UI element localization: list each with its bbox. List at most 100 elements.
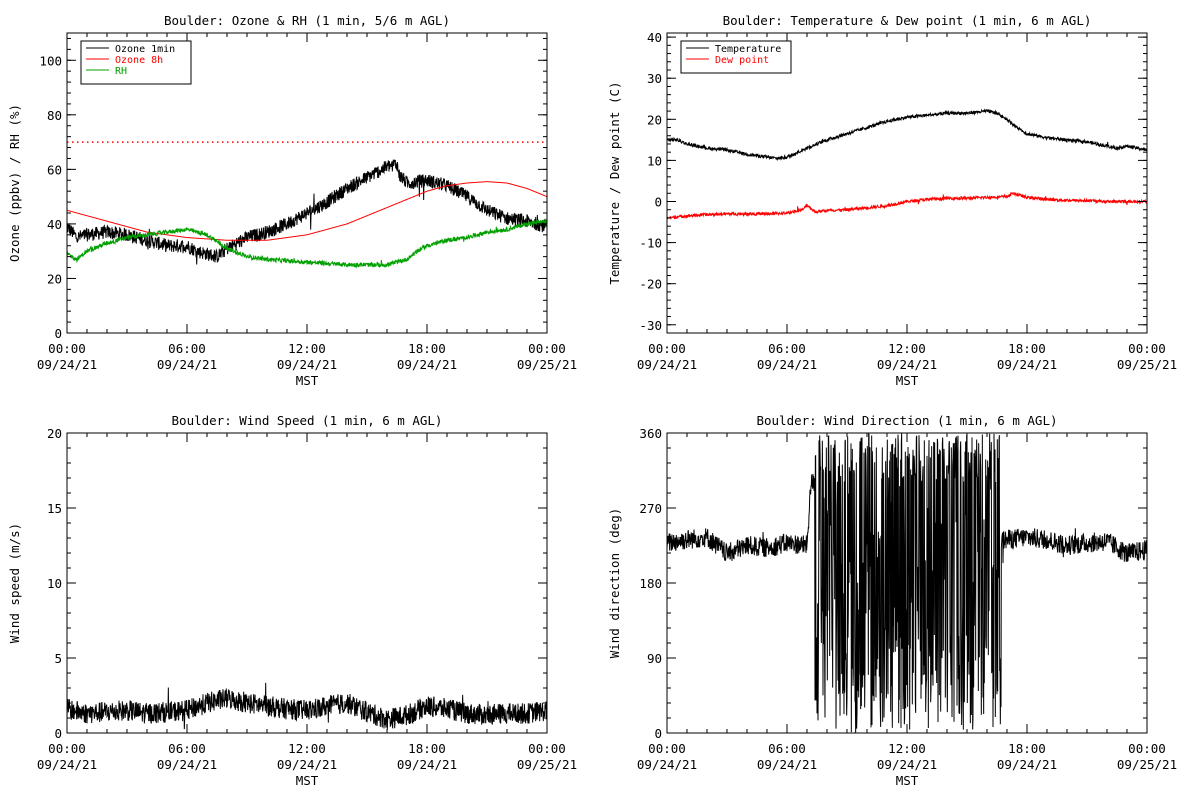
x-tick-label-time: 00:00 <box>648 341 686 356</box>
legend-label: RH <box>115 66 127 77</box>
x-tick-label-date: 09/25/21 <box>517 757 577 772</box>
x-tick-label-time: 06:00 <box>168 341 206 356</box>
x-tick-label-date: 09/24/21 <box>637 757 697 772</box>
y-tick-label: 90 <box>647 651 662 666</box>
y-tick-label: 0 <box>654 726 662 741</box>
y-tick-label: -20 <box>639 277 662 292</box>
x-tick-label-time: 18:00 <box>408 341 446 356</box>
y-tick-label: 20 <box>647 112 662 127</box>
y-tick-label: 10 <box>647 153 662 168</box>
x-axis-label: MST <box>896 373 919 388</box>
y-tick-label: 20 <box>47 271 62 286</box>
y-tick-label: -10 <box>639 236 662 251</box>
y-tick-label: 15 <box>47 501 62 516</box>
x-tick-label-date: 09/24/21 <box>997 357 1057 372</box>
x-tick-label-time: 00:00 <box>528 741 566 756</box>
chart-panel-2: Boulder: Temperature & Dew point (1 min,… <box>607 13 1177 388</box>
chart-title: Boulder: Ozone & RH (1 min, 5/6 m AGL) <box>164 13 450 28</box>
plot-area <box>667 433 1147 733</box>
plot-area <box>667 108 1147 221</box>
x-tick-label-date: 09/24/21 <box>877 757 937 772</box>
x-tick-label-time: 00:00 <box>1128 341 1166 356</box>
x-tick-label-date: 09/24/21 <box>157 757 217 772</box>
series-line-2 <box>67 181 547 241</box>
x-tick-label-time: 00:00 <box>528 341 566 356</box>
legend-label: Ozone 8h <box>115 55 163 66</box>
chart-title: Boulder: Wind Speed (1 min, 6 m AGL) <box>172 413 443 428</box>
plot-area <box>67 141 547 269</box>
y-tick-label: 5 <box>54 651 62 666</box>
x-tick-label-date: 09/24/21 <box>757 757 817 772</box>
y-tick-label: 270 <box>639 501 662 516</box>
x-tick-label-date: 09/24/21 <box>877 357 937 372</box>
y-tick-label: 360 <box>639 426 662 441</box>
x-tick-label-time: 18:00 <box>408 741 446 756</box>
series-line-2 <box>667 191 1147 221</box>
x-tick-label-time: 00:00 <box>1128 741 1166 756</box>
legend-box <box>680 40 792 74</box>
y-tick-label: 60 <box>47 162 62 177</box>
x-tick-label-time: 18:00 <box>1008 341 1046 356</box>
chart-panel-3: Boulder: Wind Speed (1 min, 6 m AGL) Wind… <box>7 413 577 788</box>
axes-frame <box>666 32 1148 334</box>
y-tick-label: 0 <box>54 326 62 341</box>
x-tick-label-date: 09/24/21 <box>157 357 217 372</box>
y-tick-label: 40 <box>647 30 662 45</box>
series-line-1 <box>667 108 1147 161</box>
y-axis-label: Wind direction (deg) <box>607 508 622 659</box>
x-tick-label-date: 09/24/21 <box>397 757 457 772</box>
x-tick-label-time: 00:00 <box>48 341 86 356</box>
x-tick-label-date: 09/24/21 <box>397 357 457 372</box>
y-tick-label: -30 <box>639 318 662 333</box>
y-axis-label: Temperature / Dew point (C) <box>607 81 622 284</box>
x-tick-label-date: 09/25/21 <box>1117 757 1177 772</box>
x-tick-label-time: 06:00 <box>768 741 806 756</box>
x-tick-label-time: 12:00 <box>888 341 926 356</box>
x-tick-label-time: 12:00 <box>288 741 326 756</box>
series-line-3 <box>67 218 547 269</box>
x-axis-label: MST <box>296 773 319 788</box>
x-tick-label-date: 09/24/21 <box>997 757 1057 772</box>
legend-label: Temperature <box>715 44 781 55</box>
x-axis-label: MST <box>296 373 319 388</box>
x-tick-label-time: 18:00 <box>1008 741 1046 756</box>
x-tick-label-time: 00:00 <box>648 741 686 756</box>
y-tick-label: 20 <box>47 426 62 441</box>
legend-label: Dew point <box>715 55 769 66</box>
y-tick-label: 10 <box>47 576 62 591</box>
chart-title: Boulder: Temperature & Dew point (1 min,… <box>723 13 1092 28</box>
y-tick-label: 80 <box>47 108 62 123</box>
y-tick-label: 100 <box>39 53 62 68</box>
x-tick-label-date: 09/24/21 <box>277 757 337 772</box>
y-tick-label: 40 <box>47 217 62 232</box>
x-tick-label-time: 12:00 <box>888 741 926 756</box>
y-tick-label: 0 <box>54 726 62 741</box>
x-tick-label-time: 06:00 <box>768 341 806 356</box>
y-tick-label: 180 <box>639 576 662 591</box>
x-tick-label-date: 09/25/21 <box>517 357 577 372</box>
y-axis-label: Ozone (ppbv) / RH (%) <box>7 104 22 262</box>
x-tick-label-time: 12:00 <box>288 341 326 356</box>
x-tick-label-date: 09/24/21 <box>637 357 697 372</box>
series-line-1 <box>67 682 547 730</box>
series-line-1 <box>667 433 1147 733</box>
y-tick-label: 30 <box>647 71 662 86</box>
y-axis-label: Wind speed (m/s) <box>7 523 22 643</box>
x-tick-label-time: 00:00 <box>48 741 86 756</box>
x-tick-label-date: 09/24/21 <box>37 357 97 372</box>
chart-panel-1: Boulder: Ozone & RH (1 min, 5/6 m AGL) Oz… <box>7 13 577 388</box>
chart-panel-4: Boulder: Wind Direction (1 min, 6 m AGL)… <box>607 413 1177 788</box>
legend-label: Ozone 1min <box>115 44 175 55</box>
chart-title: Boulder: Wind Direction (1 min, 6 m AGL) <box>756 413 1057 428</box>
axes-frame <box>66 432 548 734</box>
x-tick-label-date: 09/24/21 <box>757 357 817 372</box>
x-tick-label-date: 09/25/21 <box>1117 357 1177 372</box>
x-tick-label-date: 09/24/21 <box>37 757 97 772</box>
series-line-1 <box>67 158 547 265</box>
y-tick-label: 0 <box>654 194 662 209</box>
plot-area <box>67 682 547 730</box>
x-axis-label: MST <box>896 773 919 788</box>
x-tick-label-date: 09/24/21 <box>277 357 337 372</box>
